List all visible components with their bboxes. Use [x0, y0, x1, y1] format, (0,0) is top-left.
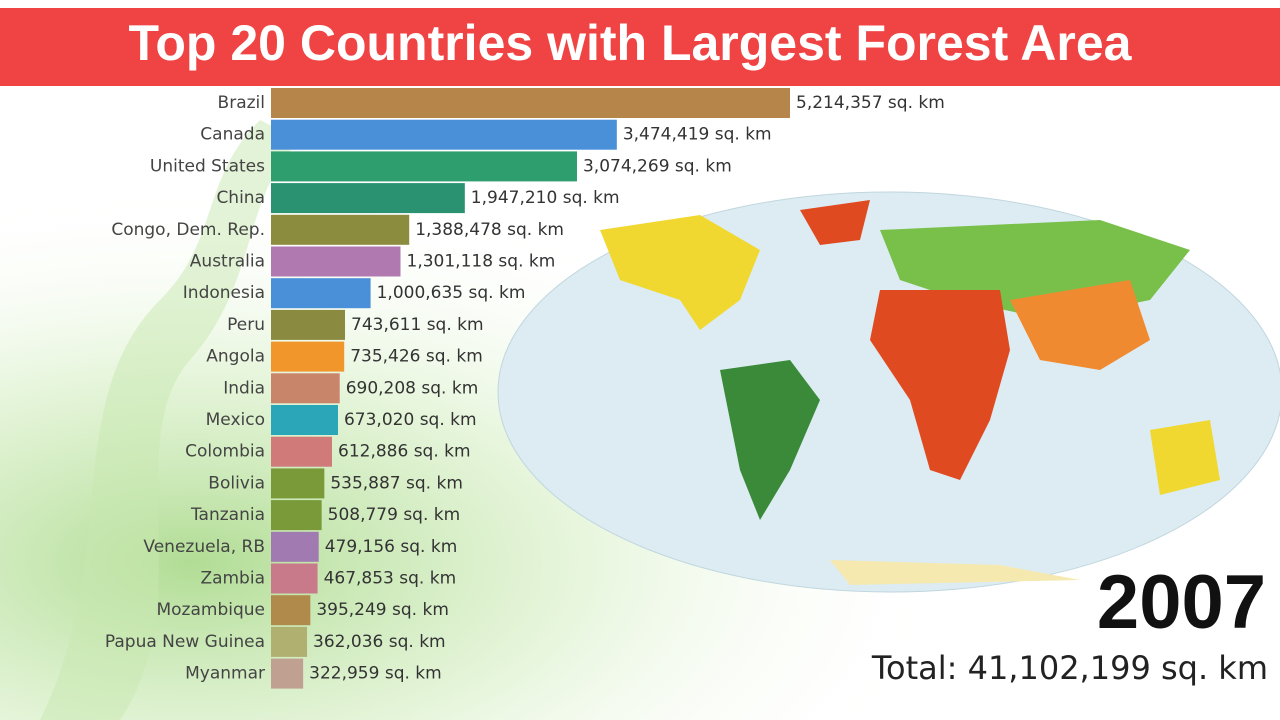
category-label: China: [216, 188, 265, 208]
value-label: 395,249 sq. km: [316, 600, 449, 620]
bar: [271, 563, 318, 594]
value-label: 690,208 sq. km: [346, 378, 479, 398]
bar: [271, 119, 617, 150]
bar: [271, 373, 340, 404]
bar: [271, 595, 311, 626]
bar: [271, 214, 410, 245]
bar: [271, 341, 345, 372]
map-land: [1150, 420, 1220, 495]
world-map: [497, 191, 1280, 593]
value-label: 1,947,210 sq. km: [471, 188, 620, 208]
value-label: 612,886 sq. km: [338, 442, 471, 462]
map-land: [720, 360, 820, 520]
value-label: 362,036 sq. km: [313, 632, 446, 652]
bar: [271, 468, 325, 499]
category-label: Papua New Guinea: [105, 632, 265, 652]
map-land: [600, 215, 760, 330]
value-label: 5,214,357 sq. km: [796, 93, 945, 113]
year-label: 2007: [1097, 560, 1266, 645]
category-label: Australia: [190, 252, 265, 272]
bar: [271, 278, 371, 309]
category-label: Tanzania: [190, 505, 265, 525]
value-label: 743,611 sq. km: [351, 315, 484, 335]
map-land: [1010, 280, 1150, 370]
category-label: United States: [150, 156, 265, 176]
category-label: Mozambique: [156, 600, 265, 620]
category-label: Mexico: [206, 410, 265, 430]
value-label: 508,779 sq. km: [328, 505, 461, 525]
category-label: Congo, Dem. Rep.: [111, 220, 265, 240]
category-label: Peru: [227, 315, 265, 335]
category-label: Brazil: [218, 93, 265, 113]
value-label: 735,426 sq. km: [350, 347, 483, 367]
map-land: [830, 560, 1080, 585]
bar: [271, 658, 304, 689]
category-label: Canada: [200, 125, 265, 145]
bar: [271, 183, 465, 214]
value-label: 322,959 sq. km: [309, 664, 442, 684]
bar: [271, 405, 338, 435]
value-label: 1,301,118 sq. km: [407, 252, 556, 272]
category-label: Myanmar: [185, 664, 265, 684]
category-label: Colombia: [185, 442, 265, 462]
category-label: Venezuela, RB: [143, 537, 265, 557]
total-label: Total: 41,102,199 sq. km: [871, 649, 1268, 687]
bar: [271, 436, 333, 467]
map-land: [800, 200, 870, 245]
value-label: 535,887 sq. km: [330, 473, 463, 493]
bar: [271, 531, 319, 562]
swirl-shape: [40, 120, 300, 720]
category-label: Bolivia: [208, 473, 265, 493]
bar: [271, 151, 577, 182]
title-bar: [0, 8, 1280, 86]
category-label: Angola: [206, 347, 265, 367]
value-label: 479,156 sq. km: [325, 537, 458, 557]
value-label: 673,020 sq. km: [344, 410, 477, 430]
map-land: [870, 290, 1010, 480]
bar: [271, 88, 790, 118]
bar: [271, 500, 322, 531]
bar: [271, 309, 346, 340]
value-label: 1,388,478 sq. km: [415, 220, 564, 240]
category-label: Zambia: [200, 569, 265, 589]
category-label: India: [223, 378, 265, 398]
chart-title: Top 20 Countries with Largest Forest Are…: [129, 15, 1133, 71]
value-label: 3,074,269 sq. km: [583, 156, 732, 176]
category-label: Indonesia: [183, 283, 265, 303]
bar: [271, 626, 308, 657]
value-label: 467,853 sq. km: [324, 569, 457, 589]
bar: [271, 246, 401, 277]
value-label: 3,474,419 sq. km: [623, 125, 772, 145]
value-label: 1,000,635 sq. km: [377, 283, 526, 303]
